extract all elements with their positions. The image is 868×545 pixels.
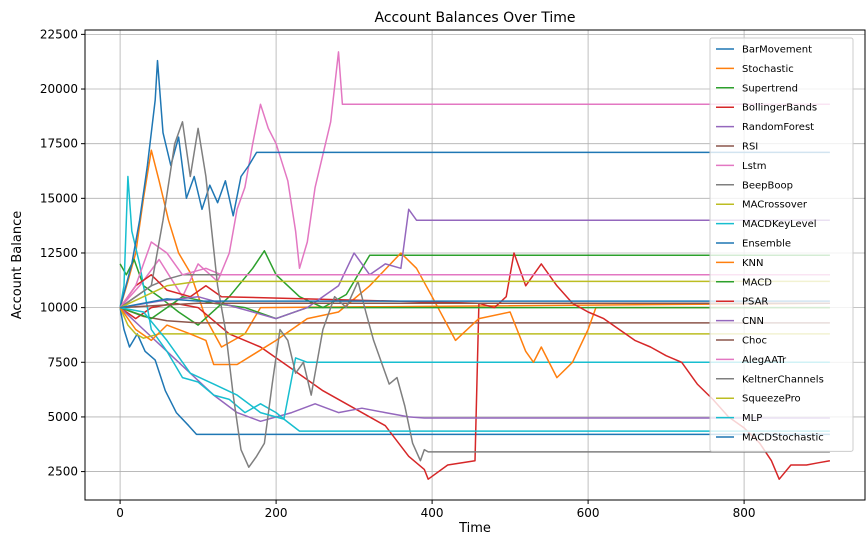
series-line-alegaatr — [119, 241, 830, 309]
legend-label: BeepBoop — [742, 180, 793, 191]
legend-box — [709, 37, 854, 452]
legend-label: AlegAATr — [742, 355, 787, 366]
series-lines — [119, 51, 831, 480]
y-tick-label: 20000 — [40, 82, 78, 96]
legend-label: BollingerBands — [742, 103, 817, 114]
legend-label: MLP — [742, 413, 762, 424]
plot-frame — [84, 29, 866, 501]
series-line-keltnerchannels — [119, 121, 830, 468]
legend-label: Lstm — [742, 161, 766, 172]
legend-label: KeltnerChannels — [742, 374, 824, 385]
x-tick-label: 0 — [116, 506, 124, 520]
legend-label: PSAR — [742, 297, 768, 308]
y-tick-label: 15000 — [40, 191, 78, 205]
y-tick-label: 7500 — [47, 355, 78, 369]
x-tick-label: 800 — [733, 506, 756, 520]
y-tick-label: 5000 — [47, 410, 78, 424]
y-tick-label: 2500 — [47, 465, 78, 479]
legend-label: MACD — [742, 277, 772, 288]
x-tick-label: 400 — [421, 506, 444, 520]
legend-label: Supertrend — [742, 83, 798, 94]
y-tick-label: 17500 — [40, 137, 78, 151]
series-line-cnn — [119, 208, 830, 320]
legend-label: CNN — [742, 316, 764, 327]
axis-ticks: 0 200 400 600 800 2500 5000 7500 10000 12500 15000… — [40, 27, 756, 520]
legend-label: MACrossover — [742, 200, 808, 211]
legend-label: MACDKeyLevel — [742, 219, 817, 230]
y-tick-label: 10000 — [40, 301, 78, 315]
series-line-psar — [119, 252, 831, 480]
series-line-ensemble — [119, 59, 830, 308]
series-line-randomforest — [119, 307, 830, 423]
series-line-mlp — [119, 306, 830, 432]
legend-label: RandomForest — [742, 122, 814, 133]
legend: BarMovement Stochastic Supertrend Bollinger… — [709, 37, 854, 452]
series-line-macrossover — [119, 307, 830, 339]
legend-label: RSI — [742, 142, 758, 153]
legend-label: SqueezePro — [742, 394, 801, 405]
legend-label: Choc — [742, 336, 767, 347]
series-line-macdstochastic — [119, 298, 830, 309]
series-line-squeezepro — [119, 280, 830, 309]
series-line-barmovement — [119, 307, 830, 436]
legend-label: Ensemble — [742, 239, 791, 250]
series-line-stochastic — [119, 149, 830, 348]
y-tick-label: 12500 — [40, 246, 78, 260]
series-line-choc — [120, 302, 830, 309]
x-tick-label: 200 — [265, 506, 288, 520]
x-axis-label: Time — [458, 521, 491, 536]
y-tick-label: 22500 — [40, 27, 78, 41]
legend-label: MACDStochastic — [742, 433, 824, 444]
legend-label: KNN — [742, 258, 764, 269]
series-line-knn — [119, 252, 830, 379]
series-line-macdkeylevel — [119, 175, 830, 420]
legend-label: BarMovement — [742, 45, 812, 56]
y-axis-label: Account Balance — [10, 211, 25, 319]
x-tick-label: 600 — [577, 506, 600, 520]
chart-title: Account Balances Over Time — [375, 10, 576, 26]
legend-label: Stochastic — [742, 64, 794, 75]
